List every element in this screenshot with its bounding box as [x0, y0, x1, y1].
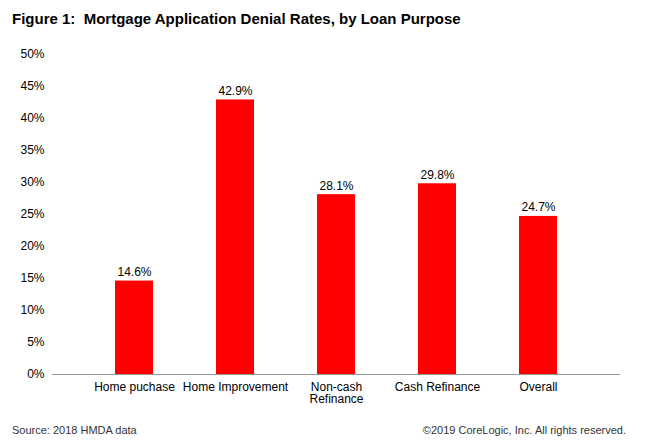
svg-text:0%: 0% [27, 367, 45, 381]
svg-text:14.6%: 14.6% [117, 265, 151, 279]
svg-text:Non-cashRefinance: Non-cashRefinance [309, 380, 363, 406]
svg-text:50%: 50% [20, 47, 44, 61]
html-text:©2019 CoreLogic, Inc. All righ: ©2019 CoreLogic, Inc. All rights reserve… [422, 424, 626, 436]
svg-text:Overall: Overall [519, 380, 557, 394]
svg-text:29.8%: 29.8% [420, 168, 454, 182]
svg-text:42.9%: 42.9% [218, 84, 252, 98]
svg-text:25%: 25% [20, 207, 44, 221]
svg-text:45%: 45% [20, 79, 44, 93]
svg-text:Home puchase: Home puchase [94, 380, 175, 394]
svg-text:28.1%: 28.1% [319, 179, 353, 193]
svg-text:Home Improvement: Home Improvement [183, 380, 289, 394]
svg-text:40%: 40% [20, 111, 44, 125]
svg-text:10%: 10% [20, 303, 44, 317]
svg-text:35%: 35% [20, 143, 44, 157]
html-text:Source: 2018 HMDA data: Source: 2018 HMDA data [12, 424, 137, 436]
svg-text:15%: 15% [20, 271, 44, 285]
svg-text:Cash Refinance: Cash Refinance [395, 380, 481, 394]
svg-text:5%: 5% [27, 335, 45, 349]
svg-text:30%: 30% [20, 175, 44, 189]
html-text:Figure 1: Mortgage Application: Figure 1: Mortgage Application Denial Ra… [12, 10, 461, 27]
svg-text:24.7%: 24.7% [521, 200, 555, 214]
svg-text:20%: 20% [20, 239, 44, 253]
